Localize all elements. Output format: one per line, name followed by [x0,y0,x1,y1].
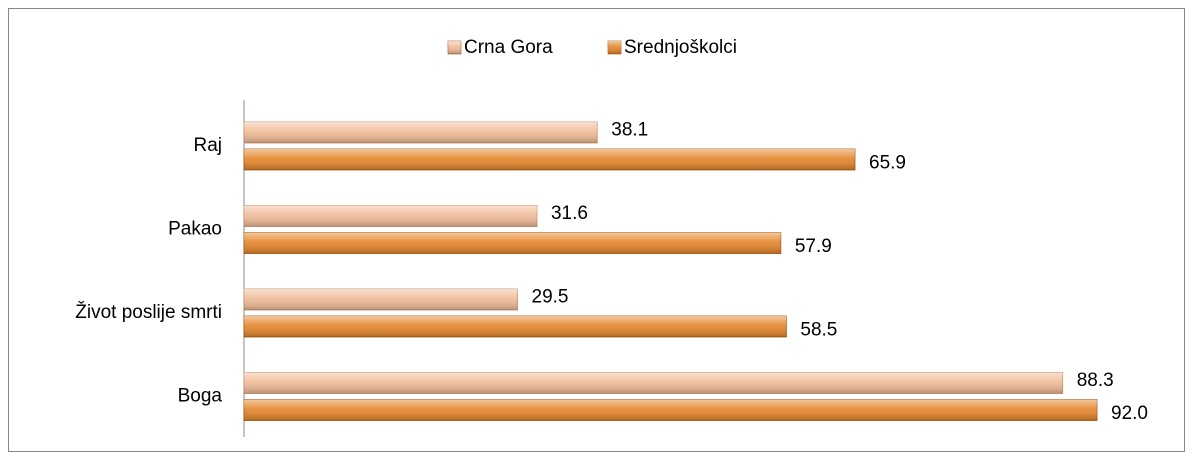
bar-shine [244,289,518,310]
y-tick-label: Pakao [168,219,222,240]
legend-swatch-shine [608,41,621,54]
bar-shine [244,232,781,254]
y-tick-label: Život poslije smrti [75,301,222,323]
bar-shine [244,149,856,170]
data-label: 65.9 [869,153,906,174]
data-label: 88.3 [1077,370,1114,391]
data-label: 92.0 [1111,403,1148,424]
legend-swatch-shine [448,41,461,54]
data-label: 58.5 [800,320,837,341]
bar-shine [244,316,787,337]
y-tick-label: Raj [193,135,222,156]
bar-shine [244,399,1097,421]
bar-shine [244,372,1063,394]
legend-label: Srednjoškolci [624,37,737,58]
bar-shine [244,122,598,143]
bar-shine [244,205,537,227]
data-label: 29.5 [532,287,569,308]
legend-label: Crna Gora [464,37,553,58]
y-tick-label: Boga [178,386,223,407]
data-label: 57.9 [795,236,832,257]
data-label: 31.6 [551,203,588,224]
data-label: 38.1 [611,120,648,141]
